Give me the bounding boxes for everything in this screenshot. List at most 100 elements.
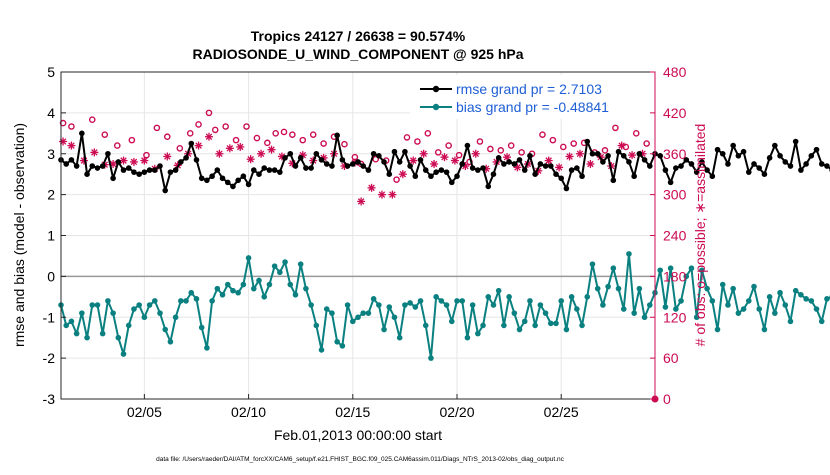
bias-point xyxy=(261,294,268,300)
rmse-point xyxy=(323,161,330,167)
rmse-point xyxy=(99,163,106,169)
bias-point xyxy=(110,310,116,316)
rmse-point xyxy=(438,167,445,173)
footer-data-file: data file: /Users/raeder/DAI/ATM_forcXX/… xyxy=(156,456,565,463)
bias-point xyxy=(151,298,158,304)
bias-point xyxy=(641,314,648,321)
bias-point xyxy=(631,310,637,316)
possible-obs-marker xyxy=(455,151,463,159)
bias-point xyxy=(516,326,523,333)
bias-point xyxy=(594,285,601,292)
bias-point xyxy=(214,285,221,292)
possible-obs-marker xyxy=(403,134,411,141)
assimilated-obs-marker xyxy=(450,156,459,165)
bias-point xyxy=(563,326,570,333)
possible-obs-marker xyxy=(372,155,380,163)
possible-obs-marker xyxy=(539,131,546,138)
rmse-point xyxy=(204,177,210,184)
assimilated-obs-marker xyxy=(119,156,128,165)
bias-point xyxy=(271,263,278,269)
rmse-point xyxy=(490,171,497,177)
rmse-point xyxy=(506,159,512,165)
possible-obs-marker xyxy=(128,136,136,144)
y-tick-label-right: 360 xyxy=(663,146,687,162)
rmse-point xyxy=(219,175,226,182)
rmse-point xyxy=(641,157,648,163)
bias-point xyxy=(454,298,460,304)
assimilated-obs-marker xyxy=(575,149,584,158)
bias-point xyxy=(245,255,252,261)
possible-obs-marker xyxy=(434,149,442,156)
possible-obs-marker xyxy=(88,116,96,123)
bias-point xyxy=(766,294,773,300)
rmse-point xyxy=(422,167,429,173)
bias-point xyxy=(94,302,101,308)
bias-point xyxy=(558,298,565,304)
possible-obs-marker xyxy=(309,131,317,138)
bias-point xyxy=(370,296,377,302)
bias-point xyxy=(547,320,554,327)
rmse-point xyxy=(261,165,268,171)
rmse-point xyxy=(574,165,580,171)
possible-obs-marker xyxy=(612,124,619,132)
bias-point xyxy=(709,298,716,304)
rmse-point xyxy=(740,148,747,155)
bias-point xyxy=(292,291,299,298)
bias-point xyxy=(699,267,705,274)
assimilated-obs-marker xyxy=(398,170,407,179)
rmse-point xyxy=(761,171,768,177)
assimilated-obs-marker xyxy=(246,155,255,164)
rmse-point xyxy=(68,157,75,163)
bias-point xyxy=(568,294,575,300)
rmse-point xyxy=(235,177,241,184)
bias-point xyxy=(412,304,419,310)
bias-point xyxy=(704,285,710,292)
bias-point xyxy=(626,251,632,257)
bias-point xyxy=(198,324,205,331)
possible-obs-marker xyxy=(176,144,184,152)
bias-point xyxy=(537,302,544,308)
rmse-point xyxy=(136,171,142,177)
rmse-point xyxy=(162,187,169,194)
bias-point xyxy=(344,302,351,308)
rmse-point xyxy=(782,159,789,165)
possible-obs-marker xyxy=(559,143,567,151)
x-axis-label: Feb.01,2013 00:00:00 start xyxy=(274,427,442,443)
rmse-point xyxy=(266,167,273,173)
bias-point xyxy=(323,306,330,312)
rmse-point xyxy=(777,152,783,159)
rmse-point xyxy=(282,155,288,161)
bias-point xyxy=(756,306,763,312)
bias-point xyxy=(84,334,90,341)
rmse-point xyxy=(735,152,742,159)
bias-point xyxy=(657,267,664,274)
y-tick-label-left: 1 xyxy=(47,228,55,244)
rmse-point xyxy=(547,163,554,169)
bias-point xyxy=(329,310,335,316)
bias-point xyxy=(714,326,721,333)
possible-obs-marker xyxy=(570,140,578,147)
rmse-point xyxy=(469,165,476,171)
bias-point xyxy=(777,289,783,296)
possible-obs-marker xyxy=(232,136,240,144)
bias-point xyxy=(256,277,262,284)
rmse-point xyxy=(308,165,314,171)
bias-point xyxy=(235,289,241,296)
bias-point xyxy=(240,281,247,288)
rmse-point xyxy=(568,167,575,173)
bias-point xyxy=(105,298,111,304)
rmse-point xyxy=(626,159,632,165)
bias-point xyxy=(89,302,96,308)
assimilated-obs-marker xyxy=(388,190,397,199)
rmse-point xyxy=(756,165,763,171)
bias-point xyxy=(683,273,690,280)
bias-point xyxy=(532,322,538,329)
bias-point xyxy=(386,304,393,310)
rmse-point xyxy=(167,169,174,175)
rmse-point xyxy=(313,150,320,157)
legend-rmse-label: rmse grand pr = 2.7103 xyxy=(456,81,602,97)
possible-obs-marker xyxy=(632,130,640,137)
rmse-point xyxy=(772,142,778,149)
rmse-point xyxy=(277,169,283,175)
bias-point xyxy=(751,283,757,290)
